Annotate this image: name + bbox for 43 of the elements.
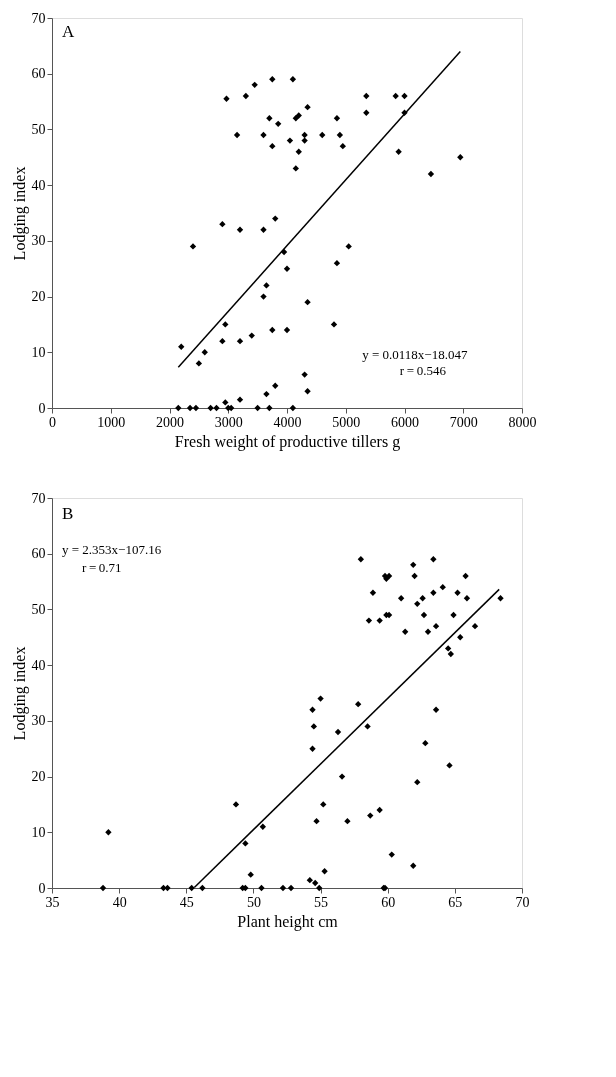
y-axis-title: Lodging index (10, 166, 29, 261)
x-tick-label: 8000 (508, 414, 537, 430)
y-tick-label: 60 (31, 546, 46, 562)
y-axis-title: Lodging index (10, 646, 29, 741)
x-tick-label: 65 (448, 894, 463, 910)
y-tick-label: 70 (31, 10, 46, 26)
y-tick-label: 50 (31, 601, 46, 617)
annotation: r = 0.546 (399, 362, 447, 378)
x-tick-label: 55 (314, 894, 329, 910)
x-tick-label: 0 (49, 414, 56, 430)
x-axis-title: Fresh weight of productive tillers g (174, 432, 401, 451)
x-tick-label: 5000 (332, 414, 361, 430)
y-tick-label: 0 (38, 880, 46, 896)
x-tick-label: 45 (179, 894, 194, 910)
annotation: y = 0.0118x−18.047 (362, 347, 468, 363)
y-tick-label: 10 (31, 344, 46, 360)
y-tick-label: 20 (31, 769, 46, 785)
x-tick-label: 6000 (391, 414, 419, 430)
y-tick-label: 0 (38, 400, 46, 416)
x-tick-label: 2000 (156, 414, 184, 430)
annotation: r = 0.71 (82, 560, 122, 575)
y-tick-label: 60 (31, 66, 46, 82)
y-tick-label: 40 (31, 657, 46, 673)
x-tick-label: 1000 (97, 414, 126, 430)
y-tick-label: 30 (31, 233, 46, 249)
y-tick-label: 70 (31, 490, 46, 506)
y-tick-label: 50 (31, 121, 46, 137)
x-tick-label: 50 (246, 894, 261, 910)
y-tick-label: 30 (31, 713, 46, 729)
x-tick-label: 7000 (449, 414, 478, 430)
y-tick-label: 10 (31, 824, 46, 840)
annotation: y = 2.353x−107.16 (62, 542, 162, 557)
x-tick-label: 35 (45, 894, 60, 910)
x-tick-label: 3000 (214, 414, 243, 430)
annotation: B (62, 504, 74, 523)
x-axis-title: Plant height cm (237, 912, 339, 931)
y-tick-label: 20 (31, 289, 46, 305)
x-tick-label: 4000 (273, 414, 302, 430)
y-tick-label: 40 (31, 177, 46, 193)
x-tick-label: 70 (515, 894, 530, 910)
x-tick-label: 40 (112, 894, 127, 910)
annotation: A (62, 22, 75, 41)
x-tick-label: 60 (381, 894, 396, 910)
